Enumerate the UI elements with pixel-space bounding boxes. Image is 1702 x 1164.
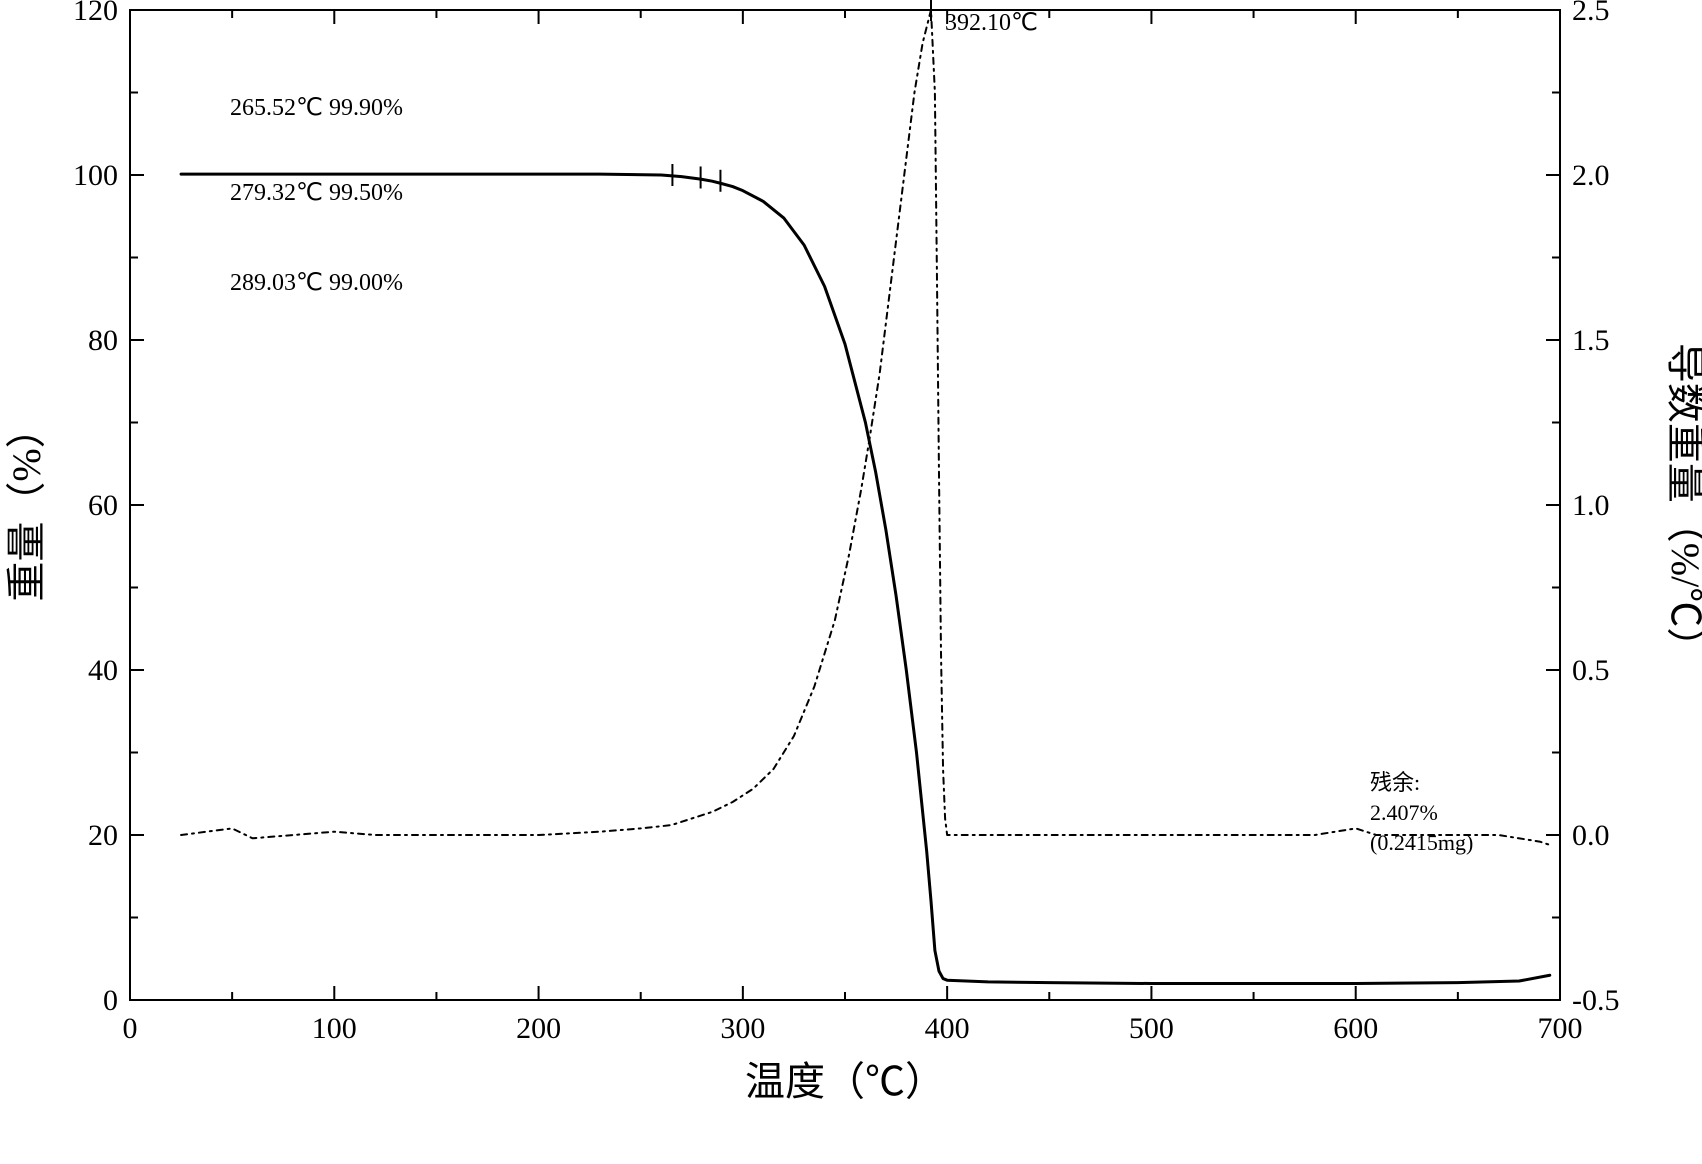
yr-tick-label: -0.5	[1572, 984, 1620, 1017]
yr-axis-label: 导数重量（%/℃）	[1663, 343, 1702, 667]
yl-axis-label: 重量（%）	[4, 408, 49, 601]
annotation: 289.03℃ 99.00%	[230, 270, 403, 296]
x-axis-label: 温度（℃）	[745, 1059, 945, 1104]
annotation: 279.32℃ 99.50%	[230, 180, 403, 206]
annotation: 392.10℃	[945, 10, 1038, 36]
yl-tick-label: 20	[88, 819, 118, 852]
x-tick-label: 500	[1129, 1012, 1174, 1045]
yl-tick-label: 80	[88, 324, 118, 357]
annotation: 265.52℃ 99.90%	[230, 95, 403, 121]
x-tick-label: 300	[720, 1012, 765, 1045]
yl-tick-label: 120	[73, 0, 118, 27]
x-tick-label: 400	[925, 1012, 970, 1045]
yr-tick-label: 0.0	[1572, 819, 1610, 852]
yl-tick-label: 0	[103, 984, 118, 1017]
annotation: (0.2415mg)	[1370, 830, 1473, 855]
x-tick-label: 0	[123, 1012, 138, 1045]
yr-tick-label: 1.5	[1572, 324, 1610, 357]
yr-tick-label: 1.0	[1572, 489, 1610, 522]
yl-tick-label: 40	[88, 654, 118, 687]
tga-chart: 0100200300400500600700温度（℃）0204060801001…	[0, 0, 1702, 1164]
yr-tick-label: 0.5	[1572, 654, 1610, 687]
annotation: 2.407%	[1370, 800, 1438, 825]
yl-tick-label: 100	[73, 159, 118, 192]
yr-tick-label: 2.5	[1572, 0, 1610, 27]
annotation: 残余:	[1370, 770, 1420, 795]
x-tick-label: 600	[1333, 1012, 1378, 1045]
x-tick-label: 100	[312, 1012, 357, 1045]
x-tick-label: 200	[516, 1012, 561, 1045]
yl-tick-label: 60	[88, 489, 118, 522]
yr-tick-label: 2.0	[1572, 159, 1610, 192]
